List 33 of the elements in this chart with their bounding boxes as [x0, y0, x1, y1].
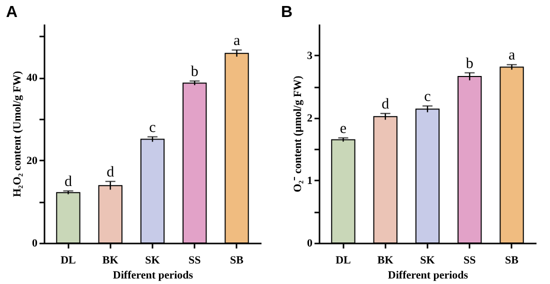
annotation: a	[233, 33, 240, 50]
x-tick-label: SB	[505, 254, 520, 266]
x-tick-label: BK	[102, 254, 119, 266]
x-tick-label: BK	[377, 254, 394, 266]
x-axis-title: Different periods	[388, 270, 469, 282]
annotation: a	[508, 48, 516, 64]
y-tick-label: 0	[307, 238, 313, 250]
annotation: d	[382, 96, 390, 112]
annotation: d	[64, 174, 72, 190]
x-tick-label: SB	[230, 254, 244, 266]
y-axis-title: O₂⁻ content (μmol/g FW)	[292, 75, 304, 192]
annotation: b	[466, 56, 474, 72]
y-tick-label: 1	[307, 174, 312, 187]
x-tick-label: DL	[336, 254, 351, 266]
annotation: c	[149, 120, 156, 136]
y-tick-label: 3	[307, 50, 313, 62]
y-tick-label: 20	[26, 154, 38, 167]
x-tick-label: SK	[420, 254, 436, 266]
x-tick-label: DL	[60, 254, 76, 266]
chart-title: A	[6, 4, 18, 21]
annotation: d	[106, 164, 115, 180]
x-axis-title: Different periods	[112, 270, 194, 282]
y-tick-label: 0	[32, 238, 38, 250]
x-tick-label: SS	[188, 254, 201, 266]
y-tick-label: 40	[26, 72, 38, 84]
chart-title: B	[281, 4, 293, 21]
x-tick-label: SK	[145, 254, 160, 266]
annotation: c	[424, 88, 432, 105]
y-tick-label: 2	[307, 112, 313, 124]
x-tick-label: SS	[464, 254, 476, 266]
y-axis-title: H₂O₂ content (Umol/g FW)	[12, 70, 24, 198]
annotation: e	[340, 120, 347, 137]
annotation: b	[190, 64, 198, 80]
